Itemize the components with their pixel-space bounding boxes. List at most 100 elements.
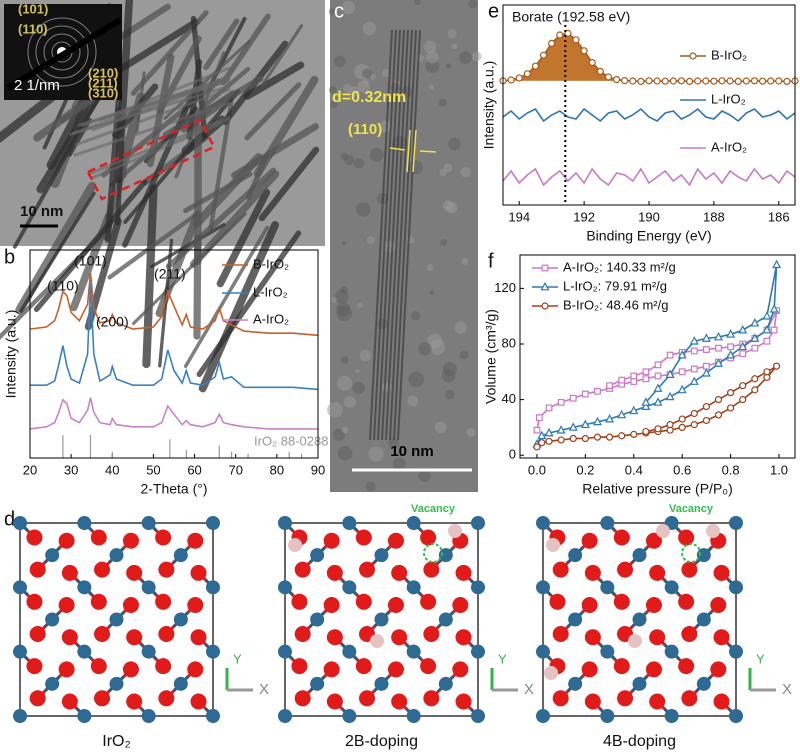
x-tick-label: 192 [573,209,595,224]
noise [429,339,446,356]
o-atom [323,597,340,614]
axis-y-label: Y [498,651,507,666]
point [702,416,710,425]
nanorod [186,59,203,140]
point [507,76,515,84]
o-atom [420,658,437,675]
ir-atom [109,676,124,691]
point [772,259,782,269]
point [738,325,748,334]
ir-atom [45,676,60,691]
point [593,433,602,441]
noise [418,341,432,356]
ir-atom [568,676,583,691]
point [538,439,546,447]
panel-label: e [488,0,499,22]
point [750,333,760,342]
nanorod [123,89,241,224]
noise [349,86,360,97]
ir-atom [729,709,743,723]
o-atom [94,561,111,578]
lattice-fringe [397,29,421,441]
vacancy-label: Vacancy [411,503,456,515]
nanorod [220,13,271,86]
x-tick-label: 0.6 [673,462,691,477]
x-axis-label: 2-Theta (°) [140,481,207,497]
noise [331,296,337,303]
noise [341,0,356,15]
ir-atom [600,644,615,659]
ir-atom [13,580,27,595]
point [689,376,699,385]
point [653,77,661,85]
o-atom [291,658,308,675]
ir-atom [206,644,220,659]
y-tick-label: 120 [494,280,516,295]
ir-atom [342,709,357,723]
ir-atom [109,548,124,563]
spacing-label: d=0.32nm [332,89,406,106]
arrow [419,150,437,153]
noise [357,302,363,308]
o-atom [155,658,172,675]
x-tick-label: 20 [23,462,37,477]
ir-atom [696,612,711,627]
noise [425,50,439,64]
b-atom [370,634,384,648]
point [714,411,723,419]
o-atom [26,658,43,675]
noise [340,356,349,364]
point [557,398,565,406]
o-atom [710,661,727,678]
point [678,423,686,432]
point [690,409,698,418]
point [605,433,614,441]
o-atom [552,561,569,578]
area [503,33,795,82]
panel-d: d Y X IrO₂ Vacancy Y X 2B-doping Vacancy Y X 4B-dop… [4,503,792,750]
point [775,77,783,85]
noise [388,438,399,449]
annotation: Borate (192.58 eV) [512,9,630,25]
o-atom [190,564,207,581]
point [630,430,638,438]
noise [439,168,447,177]
o-atom [455,564,472,581]
point [653,397,663,406]
ir-atom [374,612,389,627]
noise [441,368,456,383]
point [750,77,759,85]
o-atom [713,564,730,581]
ir-atom [310,548,325,563]
point [665,369,675,378]
noise [471,51,482,62]
o-atom [681,690,698,707]
nanorod [115,176,123,226]
point [689,336,699,345]
x-tick-label: 90 [311,462,325,477]
noise [468,0,478,9]
unit-cell [19,522,214,717]
x-tick-label: 40 [105,462,119,477]
panel-label: f [488,250,494,272]
o-atom [391,629,408,646]
point [618,376,626,384]
point [581,434,589,443]
point [677,384,687,394]
ir-atom [696,548,711,563]
o-atom [155,593,172,610]
o-atom [423,561,440,578]
point [714,331,724,341]
point [739,350,747,358]
point [645,77,653,85]
point [734,77,742,86]
o-atom [326,693,343,710]
o-atom [323,661,340,678]
noise [353,158,365,169]
line [29,397,318,430]
diffraction-ring [27,17,97,87]
o-atom [387,597,404,614]
ir-atom [13,709,27,723]
point [531,62,540,70]
noise [368,446,384,462]
